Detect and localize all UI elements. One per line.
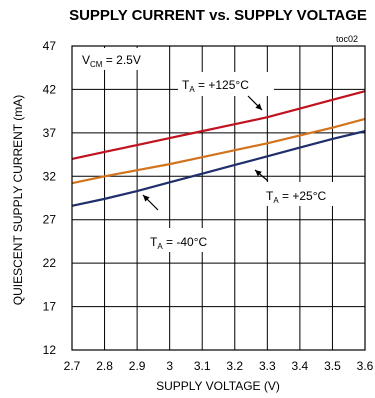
series-label: TA = +25°C bbox=[266, 189, 327, 205]
y-tick-label: 37 bbox=[43, 126, 57, 140]
x-tick-label: 2.9 bbox=[129, 359, 146, 373]
x-tick-label: 3.2 bbox=[226, 359, 243, 373]
x-tick-label: 2.8 bbox=[96, 359, 113, 373]
y-tick-label: 42 bbox=[43, 82, 57, 96]
y-tick-labels: 47 42 37 32 27 22 17 12 bbox=[43, 39, 57, 357]
series-line bbox=[71, 117, 366, 185]
y-tick-label: 32 bbox=[43, 169, 57, 183]
y-tick-label: 47 bbox=[43, 39, 57, 53]
series-arrow-head bbox=[255, 103, 262, 110]
figure-code: toc02 bbox=[336, 34, 358, 44]
x-axis-label: SUPPLY VOLTAGE (V) bbox=[156, 379, 280, 393]
series-line bbox=[71, 90, 366, 160]
condition-annotation: VCM = 2.5V bbox=[78, 48, 146, 70]
x-tick-label: 3 bbox=[166, 359, 173, 373]
series-label: TA = -40°C bbox=[150, 235, 208, 251]
x-tick-label: 3.3 bbox=[259, 359, 276, 373]
y-tick-label: 22 bbox=[43, 256, 57, 270]
y-tick-label: 17 bbox=[43, 300, 57, 314]
series-label: TA = +125°C bbox=[182, 78, 249, 94]
x-tick-label: 2.7 bbox=[64, 359, 81, 373]
condition-label: VCM = 2.5V bbox=[82, 53, 141, 69]
series-label-bg bbox=[146, 228, 230, 252]
y-tick-label: 27 bbox=[43, 213, 57, 227]
y-axis-label: QUIESCENT SUPPLY CURRENT (mA) bbox=[11, 95, 25, 305]
series-annotations: TA = +125°C TA = +25°C TA = -40°C bbox=[142, 72, 350, 252]
series-arrow-head bbox=[255, 170, 262, 177]
x-tick-label: 3.1 bbox=[194, 359, 211, 373]
chart-title: SUPPLY CURRENT vs. SUPPLY VOLTAGE bbox=[69, 7, 367, 24]
x-tick-label: 3.6 bbox=[357, 359, 374, 373]
series-label-bg bbox=[262, 182, 350, 206]
x-tick-label: 3.5 bbox=[324, 359, 341, 373]
plot-border bbox=[71, 45, 366, 351]
x-tick-label: 3.4 bbox=[292, 359, 309, 373]
series-label-bg bbox=[178, 72, 274, 96]
series-line bbox=[71, 130, 366, 207]
x-tick-labels: 2.7 2.8 2.9 3 3.1 3.2 3.3 3.4 3.5 3.6 bbox=[64, 359, 374, 373]
y-tick-label: 12 bbox=[43, 343, 57, 357]
condition-annotation-bg bbox=[78, 48, 146, 70]
series-arrow-head bbox=[143, 195, 150, 202]
series-lines bbox=[71, 90, 366, 207]
